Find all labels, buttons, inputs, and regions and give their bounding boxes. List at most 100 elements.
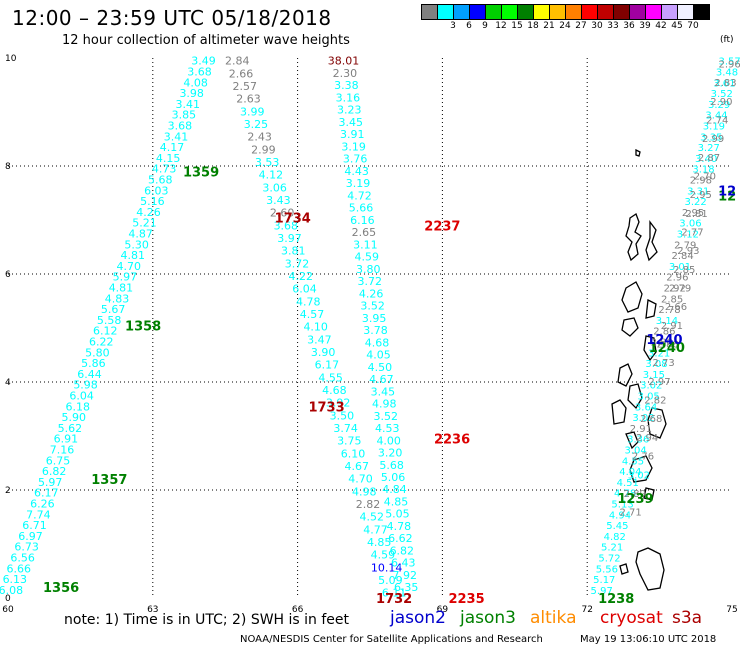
- wave-height-value: 3.92: [326, 397, 351, 410]
- wave-height-value: 3.16: [336, 91, 361, 104]
- wave-height-value: 3.11: [353, 238, 378, 251]
- wave-height-value: 4.81: [109, 282, 134, 295]
- wave-height-value: 2.95: [682, 208, 704, 219]
- wave-height-value: 3.25: [244, 118, 269, 131]
- wave-height-value: 4.22: [289, 270, 314, 283]
- longitude-tick-label: 75: [726, 605, 737, 615]
- coastline-islands: [611, 148, 667, 591]
- wave-height-value: 3.36: [627, 435, 649, 446]
- longitude-tick-label: 72: [581, 605, 592, 615]
- pass-time-label: 1734: [275, 211, 311, 226]
- wave-height-value: 4.98: [352, 485, 377, 498]
- wave-height-value: 3.48: [716, 68, 738, 79]
- wave-height-value: 5.86: [81, 357, 106, 370]
- wave-height-value: 2.93: [677, 246, 699, 257]
- wave-height-value: 2.60: [270, 207, 295, 220]
- wave-height-value: 4.83: [105, 292, 130, 305]
- wave-height-value: 6.82: [42, 465, 67, 478]
- wave-height-value: 5.30: [124, 238, 149, 251]
- wave-height-value: 4.87: [128, 228, 153, 241]
- wave-height-value: 3.98: [179, 87, 204, 100]
- wave-height-value: 2.73: [652, 358, 674, 369]
- wave-height-value: 5.06: [381, 471, 406, 484]
- wave-height-value: 2.76: [632, 452, 654, 463]
- wave-height-value: 4.04: [619, 467, 641, 478]
- wave-height-value: 4.00: [376, 434, 401, 447]
- color-scale-label: 24: [559, 21, 571, 31]
- wave-height-value: 3.52: [374, 410, 399, 423]
- legend-s3a: s3a: [672, 608, 703, 628]
- wave-height-value: 3.80: [356, 263, 381, 276]
- latitude-tick-label: 2: [5, 486, 11, 496]
- wave-height-value: 5.62: [58, 422, 83, 435]
- wave-height-value: 2.85: [661, 294, 683, 305]
- wave-height-value: 5.98: [73, 379, 98, 392]
- wave-height-value: 3.20: [378, 447, 403, 460]
- wave-height-value: 6.56: [10, 552, 35, 565]
- wave-height-value: 3.40: [695, 154, 717, 165]
- wave-height-value: 4.10: [303, 321, 328, 334]
- longitude-tick-label: 66: [292, 605, 304, 615]
- wave-height-value: 4.51: [617, 478, 639, 489]
- wave-height-value: 3.72: [357, 275, 382, 288]
- wave-height-value: 6.10: [341, 447, 366, 460]
- wave-height-value: 7.16: [50, 444, 75, 457]
- wave-height-value: 10.14: [371, 561, 403, 574]
- wave-height-value: 3.06: [679, 219, 701, 230]
- wave-height-value: 4.55: [318, 371, 343, 384]
- wave-height-value: 3.50: [330, 409, 355, 422]
- color-scale-label: 39: [639, 21, 651, 31]
- wave-height-value: 4.82: [604, 532, 626, 543]
- wave-height-value: 3.21: [648, 348, 670, 359]
- wave-height-value: 2.84: [671, 251, 693, 262]
- wave-height-value: 6.71: [22, 519, 47, 532]
- wave-height-value: 3.38: [334, 79, 359, 92]
- wave-height-value: 5.97: [113, 271, 138, 284]
- wave-height-value: 4.78: [387, 520, 412, 533]
- wave-height-value: 3.19: [346, 177, 371, 190]
- wave-height-value: 2.85: [673, 265, 695, 276]
- wave-height-value: 4.72: [347, 189, 372, 202]
- wave-height-value: 6.62: [388, 532, 413, 545]
- wave-height-value: 3.90: [311, 346, 336, 359]
- wave-height-value: 2.88: [657, 340, 679, 351]
- wave-height-value: 6.17: [34, 487, 59, 500]
- wave-height-value: 4.55: [622, 456, 644, 467]
- legend-altika: altika: [530, 608, 577, 628]
- wave-height-value: 2.74: [706, 115, 728, 126]
- wave-height-value: 6.03: [144, 184, 169, 197]
- footnote: note: 1) Time is in UTC; 2) SWH is in fe…: [64, 612, 350, 628]
- wave-height-value: 3.64: [635, 402, 657, 413]
- longitude-tick-label: 69: [437, 605, 449, 615]
- wave-height-value: 4.70: [348, 473, 373, 486]
- pass-time-label: 1240: [646, 333, 682, 348]
- wave-height-value: 2.79: [669, 284, 691, 295]
- wave-height-value: 6.44: [77, 368, 102, 381]
- color-scale-label: 18: [527, 21, 539, 31]
- wave-height-value: 3.52: [360, 300, 385, 313]
- wave-height-value: 4.85: [367, 536, 392, 549]
- wave-height-value: 5.56: [596, 564, 618, 575]
- pass-time-label: 2236: [434, 433, 470, 448]
- wave-height-value: 2.94: [636, 433, 658, 444]
- wave-height-value: 5.90: [62, 411, 87, 424]
- pass-time-label: 1357: [91, 473, 127, 488]
- wave-height-value: 4.08: [183, 76, 208, 89]
- wave-height-value: 3.04: [624, 446, 646, 457]
- wave-height-value: 6.75: [46, 454, 71, 467]
- wave-height-value: 3.52: [711, 89, 733, 100]
- wave-height-value: 5.68: [148, 174, 173, 187]
- wave-height-value: 7.92: [392, 569, 417, 582]
- wave-height-value: 3.02: [632, 413, 654, 424]
- wave-height-value: 4.67: [345, 460, 370, 473]
- wave-height-value: 2.97: [648, 377, 670, 388]
- wave-height-value: 2.43: [247, 131, 272, 144]
- wave-height-value: 3.35: [700, 132, 722, 143]
- legend-cryosat: cryosat: [600, 608, 663, 628]
- pass-time-label: 1240: [649, 341, 685, 356]
- wave-height-value: 4.78: [296, 295, 321, 308]
- wave-height-value: 4.05: [366, 349, 391, 362]
- wave-height-value: 6.04: [69, 390, 94, 403]
- wave-height-value: 4.70: [117, 260, 142, 273]
- wave-height-value: 3.27: [698, 143, 720, 154]
